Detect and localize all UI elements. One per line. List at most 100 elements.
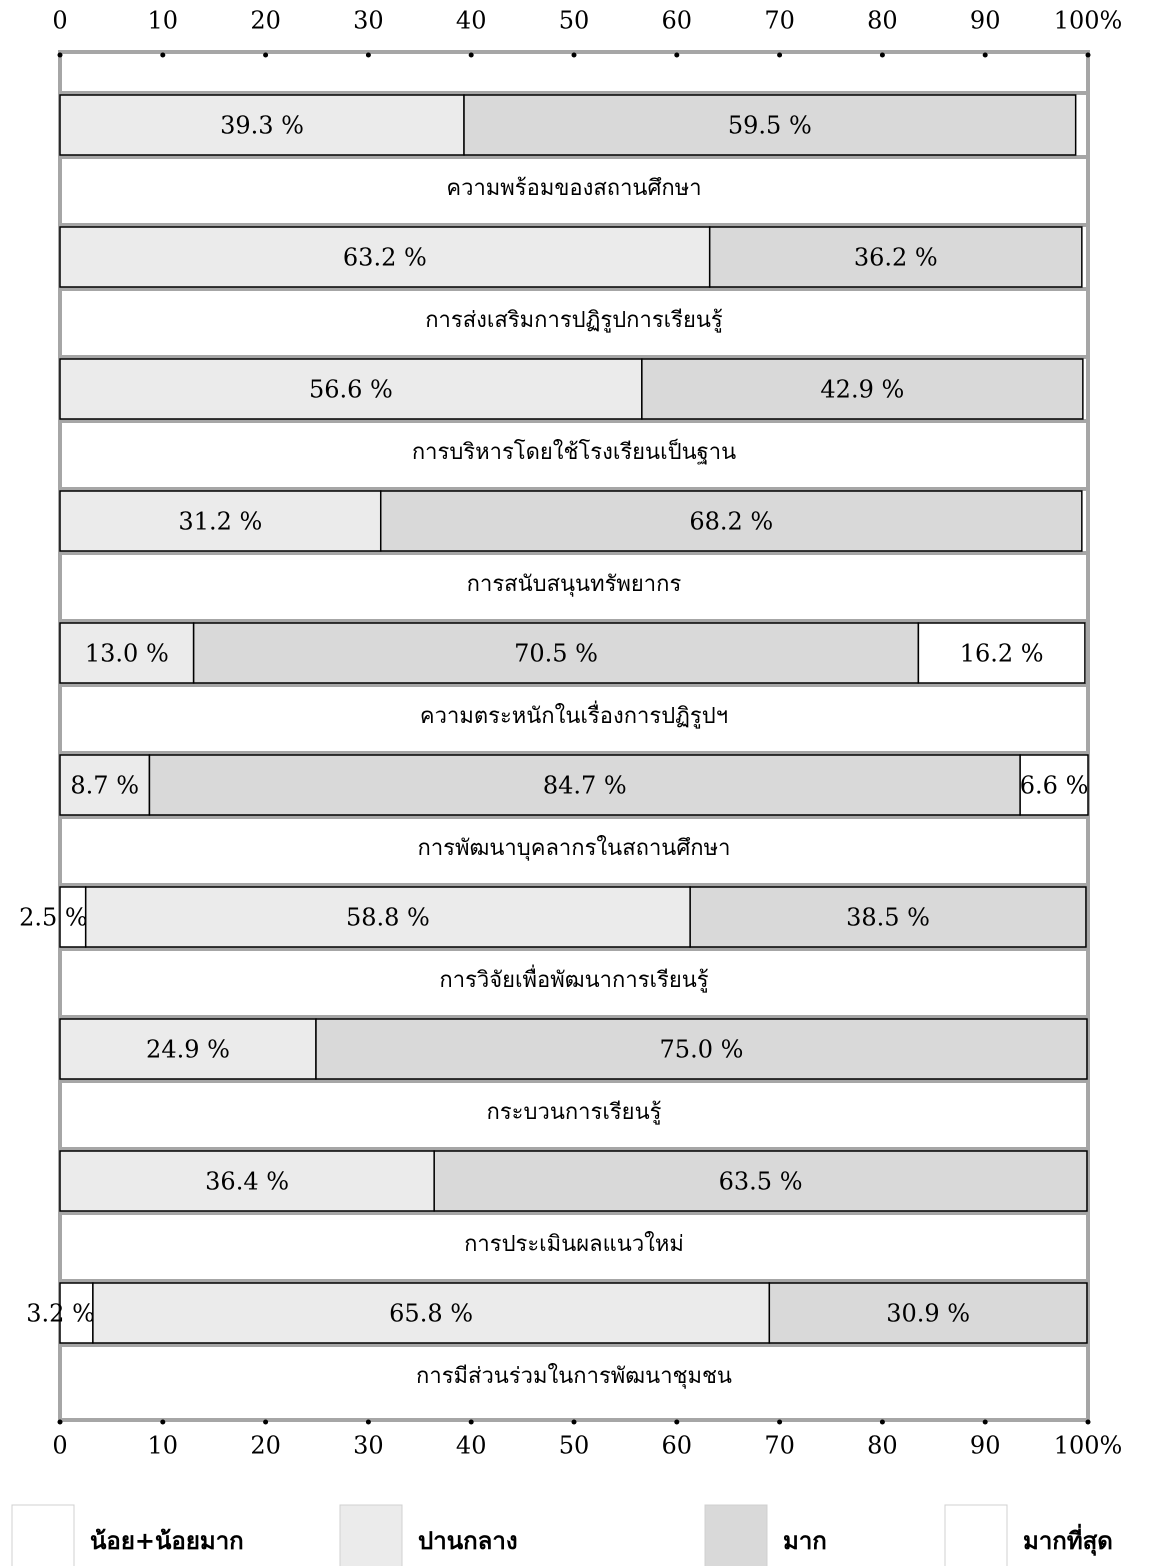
legend-swatch [11,1504,75,1566]
tick-mark [571,1419,577,1425]
legend-swatch [339,1504,403,1566]
value-label: 63.2 % [343,244,427,272]
tick-mark [982,52,988,58]
x-tick-label-top: 80 [867,7,898,35]
value-label: 30.9 % [886,1300,970,1328]
category-label: การมีส่วนร่วมในการพัฒนาชุมชน [416,1363,732,1389]
bar-segment [148,754,1021,816]
x-tick-label-top: 60 [662,7,693,35]
legend-label: มาก [783,1527,827,1555]
tick-mark [777,52,783,58]
x-tick-label-top: 30 [353,7,384,35]
value-label: 3.2 % [26,1300,95,1328]
bar-segment [192,622,920,684]
x-tick-label-bottom: 70 [764,1432,795,1460]
value-label: 2.5 % [19,904,88,932]
tick-mark [571,52,577,58]
bar-segment [92,1282,771,1344]
bar-segment [463,94,1077,156]
x-tick-label-top: 70 [764,7,795,35]
category-label: ความตระหนักในเรื่องการปฏิรูปฯ [420,700,728,729]
value-label: 8.7 % [70,772,139,800]
tick-mark [879,52,885,58]
tick-mark [777,1419,783,1425]
legend-label: น้อย+น้อยมาก [90,1527,244,1555]
value-label: 84.7 % [543,772,627,800]
value-label: 36.4 % [205,1168,289,1196]
x-tick-label-bottom: 0 [52,1432,67,1460]
value-label: 56.6 % [309,376,393,404]
x-tick-label-top: 90 [970,7,1001,35]
tick-mark [468,1419,474,1425]
bar-segment [379,490,1083,552]
value-label: 39.3 % [220,112,304,140]
legend-label: ปานกลาง [418,1527,518,1555]
x-tick-label-bottom: 100% [1054,1432,1123,1460]
value-label: 65.8 % [389,1300,473,1328]
tick-mark [160,1419,166,1425]
x-tick-label-top: 100% [1054,7,1123,35]
bar-segment [59,754,151,816]
x-tick-label-bottom: 80 [867,1432,898,1460]
value-label: 13.0 % [85,640,169,668]
bar-segment [59,886,87,948]
category-label: การสนับสนุนทรัพยากร [467,572,682,597]
legend-swatch [704,1504,768,1566]
category-label: การบริหารโดยใช้โรงเรียนเป็นฐาน [412,437,736,465]
tick-mark [1085,52,1091,58]
category-label: การพัฒนาบุคลากรในสถานศึกษา [418,835,731,861]
tick-mark [57,52,63,58]
bar-segment [708,226,1083,288]
bar-segment [59,226,711,288]
x-tick-label-top: 0 [52,7,67,35]
value-label: 68.2 % [689,508,773,536]
value-label: 36.2 % [854,244,938,272]
x-tick-label-bottom: 90 [970,1432,1001,1460]
value-label: 16.2 % [960,640,1044,668]
bar-segment [768,1282,1088,1344]
bar-segment [689,886,1087,948]
category-label: การส่งเสริมการปฏิรูปการเรียนรู้ [425,308,723,333]
value-label: 6.6 % [1020,772,1089,800]
value-label: 31.2 % [178,508,262,536]
legend-label: มากที่สุด [1023,1523,1113,1557]
bar-segment [59,490,382,552]
category-label: กระบวนการเรียนรู้ [487,1100,662,1125]
tick-mark [365,52,371,58]
tick-mark [263,1419,269,1425]
value-label: 63.5 % [719,1168,803,1196]
bar-segment [59,358,643,420]
x-tick-label-top: 40 [456,7,487,35]
bar-segment [917,622,1086,684]
x-tick-label-bottom: 50 [559,1432,590,1460]
value-label: 42.9 % [820,376,904,404]
x-tick-label-bottom: 10 [148,1432,179,1460]
bar-segment [59,1018,317,1080]
value-label: 24.9 % [146,1036,230,1064]
tick-mark [365,1419,371,1425]
bar-segment [59,94,465,156]
category-label: ความพร้อมของสถานศึกษา [446,176,701,201]
bar-segment [433,1150,1088,1212]
value-label: 70.5 % [514,640,598,668]
tick-mark [263,52,269,58]
x-tick-label-top: 50 [559,7,590,35]
bar-segment [641,358,1084,420]
category-label: การวิจัยเพื่อพัฒนาการเรียนรู้ [439,964,708,993]
x-tick-label-top: 20 [250,7,281,35]
value-label: 58.8 % [346,904,430,932]
value-label: 59.5 % [728,112,812,140]
value-label: 38.5 % [846,904,930,932]
tick-mark [674,1419,680,1425]
x-tick-label-top: 10 [148,7,179,35]
tick-mark [1085,1419,1091,1425]
tick-mark [674,52,680,58]
x-tick-label-bottom: 20 [250,1432,281,1460]
tick-mark [57,1419,63,1425]
bar-segment [1019,754,1089,816]
x-tick-label-bottom: 60 [662,1432,693,1460]
legend-swatch [944,1504,1008,1566]
x-tick-label-bottom: 40 [456,1432,487,1460]
bar-segment [315,1018,1088,1080]
tick-mark [879,1419,885,1425]
